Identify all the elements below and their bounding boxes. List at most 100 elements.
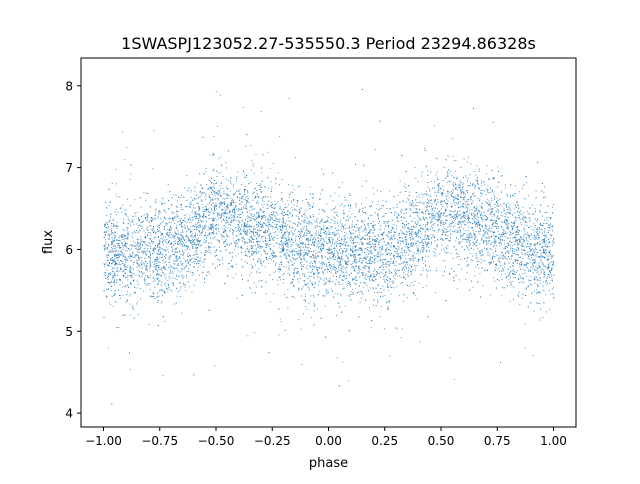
data-point — [160, 285, 162, 287]
data-point — [233, 206, 235, 208]
data-point — [313, 220, 315, 222]
data-point — [201, 229, 203, 231]
data-point — [180, 232, 182, 233]
data-point — [543, 219, 545, 221]
data-point — [277, 284, 279, 286]
data-point — [468, 185, 470, 187]
data-point — [485, 194, 487, 196]
data-point — [493, 241, 495, 243]
data-point — [440, 225, 442, 226]
data-point — [104, 247, 106, 249]
data-point — [181, 221, 183, 223]
data-point — [467, 237, 469, 239]
data-point — [134, 199, 136, 201]
data-point — [452, 138, 454, 140]
data-point — [427, 198, 428, 200]
data-point — [498, 237, 500, 239]
data-point — [453, 216, 455, 218]
data-point — [500, 274, 502, 275]
data-point — [409, 264, 411, 266]
data-point — [163, 259, 165, 261]
data-point — [317, 243, 319, 245]
data-point — [378, 229, 380, 231]
data-point — [411, 266, 412, 268]
data-point — [349, 238, 351, 240]
data-point — [473, 212, 475, 214]
data-point — [531, 284, 532, 286]
data-point — [546, 217, 548, 218]
data-point — [156, 268, 157, 270]
data-point — [467, 200, 469, 202]
data-point — [521, 238, 523, 240]
data-point — [351, 266, 353, 268]
data-point — [416, 233, 418, 235]
data-point — [541, 255, 543, 257]
data-point — [169, 267, 171, 269]
data-point — [529, 235, 531, 237]
data-point — [196, 234, 198, 236]
data-point — [327, 221, 329, 223]
data-point — [192, 207, 194, 209]
data-point — [530, 233, 532, 235]
data-point — [488, 200, 490, 202]
data-point — [330, 232, 332, 234]
data-point — [122, 271, 124, 272]
data-point — [304, 251, 306, 253]
data-point — [201, 252, 203, 254]
data-point — [458, 214, 459, 216]
data-point — [493, 198, 495, 200]
data-point — [246, 195, 248, 197]
data-point — [539, 291, 541, 293]
data-point — [158, 213, 159, 215]
data-point — [549, 250, 551, 252]
data-point — [493, 245, 495, 246]
data-point — [323, 295, 325, 297]
data-point — [114, 211, 116, 213]
data-point — [237, 224, 239, 226]
data-point — [523, 227, 525, 229]
data-point — [304, 253, 306, 255]
data-point — [315, 233, 317, 234]
data-point — [442, 206, 444, 208]
data-point — [393, 270, 395, 272]
data-point — [334, 267, 335, 269]
data-point — [506, 208, 508, 210]
data-point — [512, 214, 514, 216]
data-point — [396, 253, 398, 255]
data-point — [512, 249, 513, 251]
data-point — [540, 261, 542, 263]
data-point — [348, 211, 350, 212]
data-point — [416, 208, 418, 210]
data-point — [225, 218, 227, 220]
data-point — [112, 242, 114, 244]
data-point — [156, 252, 158, 254]
data-point — [320, 193, 322, 195]
data-point — [354, 282, 356, 284]
data-point — [135, 231, 137, 233]
data-point — [438, 220, 439, 222]
data-point — [386, 247, 388, 249]
data-point — [386, 248, 388, 250]
data-point — [336, 241, 338, 243]
data-point — [227, 194, 229, 196]
data-point — [140, 216, 142, 217]
data-point — [463, 198, 465, 200]
data-point — [235, 192, 236, 194]
data-point — [543, 273, 545, 275]
data-point — [536, 254, 538, 256]
data-point — [219, 190, 221, 192]
data-point — [474, 218, 476, 219]
data-point — [411, 281, 413, 283]
data-point — [132, 269, 134, 270]
data-point — [223, 202, 225, 204]
data-point — [509, 213, 511, 215]
data-point — [476, 213, 478, 215]
data-point — [293, 279, 294, 281]
data-point — [193, 242, 195, 243]
data-point — [279, 208, 281, 210]
data-point — [140, 206, 142, 208]
data-point — [157, 270, 159, 272]
data-point — [173, 260, 175, 262]
data-point — [293, 223, 295, 225]
data-point — [424, 231, 426, 233]
